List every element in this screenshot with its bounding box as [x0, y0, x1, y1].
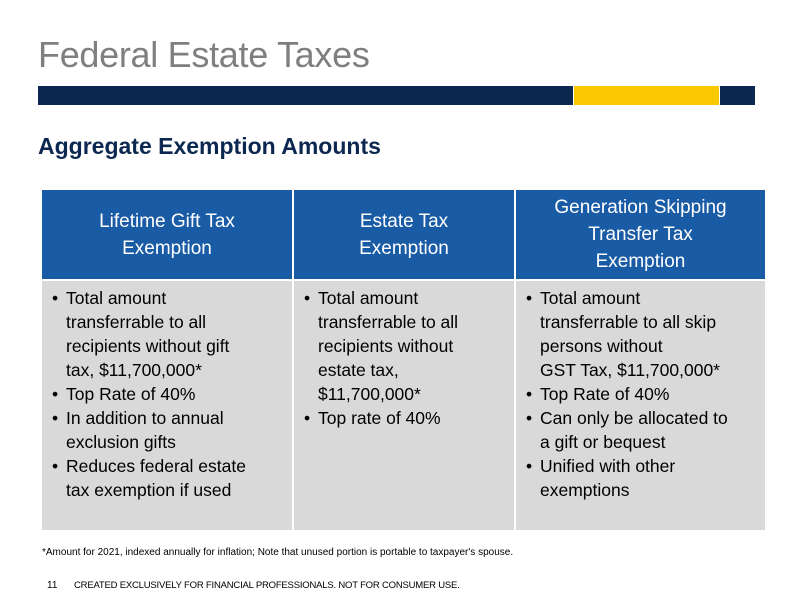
column-generation-skipping: Generation Skipping Transfer Tax Exempti…: [516, 190, 765, 530]
column-header: Generation Skipping Transfer Tax Exempti…: [516, 190, 765, 279]
title-rule-navy-end: [720, 86, 755, 105]
bullet-item: Can only be allocated to a gift or beque…: [524, 406, 759, 454]
section-heading: Aggregate Exemption Amounts: [38, 133, 381, 159]
footer-disclaimer: CREATED EXCLUSIVELY FOR FINANCIAL PROFES…: [74, 580, 460, 591]
page-number: 11: [47, 580, 58, 591]
bullet-list: Total amount transferrable to all recipi…: [302, 286, 508, 430]
column-body: Total amount transferrable to all recipi…: [294, 281, 514, 530]
bullet-item: Top Rate of 40%: [50, 382, 286, 406]
bullet-list: Total amount transferrable to all skip p…: [524, 286, 759, 502]
column-header: Lifetime Gift Tax Exemption: [42, 190, 292, 279]
bullet-item: Unified with other exemptions: [524, 454, 759, 502]
bullet-item: Top rate of 40%: [302, 406, 508, 430]
column-header-label: Estate Tax Exemption: [359, 210, 449, 259]
column-body: Total amount transferrable to all recipi…: [42, 281, 292, 530]
bullet-text: Top Rate of 40%: [66, 384, 196, 404]
column-body: Total amount transferrable to all skip p…: [516, 281, 765, 530]
column-header: Estate Tax Exemption: [294, 190, 514, 279]
column-lifetime-gift-tax: Lifetime Gift Tax Exemption Total amount…: [42, 190, 292, 530]
bullet-text: Top rate of 40%: [318, 408, 441, 428]
slide-title: Federal Estate Taxes: [38, 34, 370, 75]
column-header-label: Lifetime Gift Tax Exemption: [99, 210, 235, 259]
bullet-list: Total amount transferrable to all recipi…: [50, 286, 286, 502]
bullet-text: Total amount transferrable to all skip p…: [540, 288, 720, 380]
bullet-text: Total amount transferrable to all recipi…: [318, 288, 459, 404]
bullet-text: Total amount transferrable to all recipi…: [66, 288, 230, 380]
bullet-item: Total amount transferrable to all skip p…: [524, 286, 759, 382]
bullet-item: Total amount transferrable to all recipi…: [302, 286, 508, 406]
column-estate-tax: Estate Tax Exemption Total amount transf…: [294, 190, 514, 530]
bullet-item: Top Rate of 40%: [524, 382, 759, 406]
bullet-item: Total amount transferrable to all recipi…: [50, 286, 286, 382]
bullet-text: Can only be allocated to a gift or beque…: [540, 408, 728, 452]
footnote: *Amount for 2021, indexed annually for i…: [42, 547, 514, 558]
title-rule-gold: [574, 86, 719, 105]
bullet-text: Reduces federal estate tax exemption if …: [66, 456, 246, 500]
bullet-item: Reduces federal estate tax exemption if …: [50, 454, 286, 502]
bullet-text: Unified with other exemptions: [540, 456, 676, 500]
bullet-text: In addition to annual exclusion gifts: [66, 408, 224, 452]
title-rule-navy: [38, 86, 573, 105]
bullet-text: Top Rate of 40%: [540, 384, 670, 404]
column-header-label: Generation Skipping Transfer Tax Exempti…: [554, 197, 727, 272]
bullet-item: In addition to annual exclusion gifts: [50, 406, 286, 454]
